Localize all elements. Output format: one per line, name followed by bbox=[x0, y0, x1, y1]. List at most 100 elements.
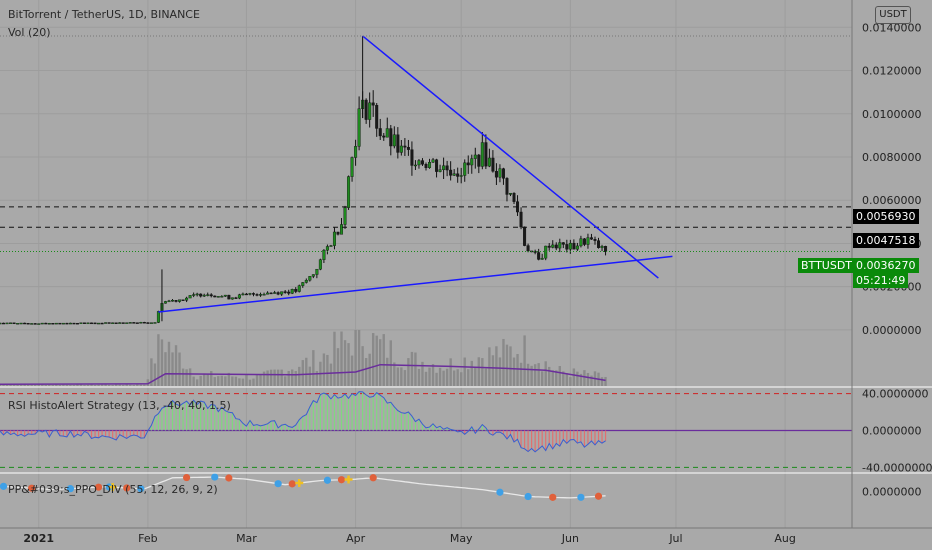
candle-body bbox=[508, 192, 512, 195]
rsi-axis-tick: -40.0000000 bbox=[862, 461, 932, 474]
candle-body bbox=[589, 237, 593, 240]
volume-bar bbox=[417, 368, 421, 386]
candle-body bbox=[554, 244, 558, 249]
candle-body bbox=[445, 165, 449, 171]
candle-body bbox=[51, 323, 55, 325]
candle-body bbox=[139, 322, 143, 324]
candle-body bbox=[336, 231, 340, 235]
volume-bar bbox=[371, 333, 375, 386]
candle-body bbox=[132, 322, 136, 324]
volume-bar bbox=[259, 374, 262, 386]
candle-body bbox=[251, 293, 255, 295]
volume-bar bbox=[414, 352, 417, 386]
candle-body bbox=[230, 297, 234, 300]
rsi-line bbox=[0, 391, 606, 453]
volume-bar bbox=[231, 376, 234, 386]
candle-body bbox=[551, 244, 555, 248]
time-axis-label: 2021 bbox=[23, 532, 54, 545]
candle-body bbox=[5, 322, 9, 325]
candle-body bbox=[396, 134, 400, 153]
candle-body bbox=[442, 165, 446, 170]
candle-body bbox=[153, 322, 157, 324]
candle-body bbox=[375, 105, 379, 129]
price-candles bbox=[0, 35, 608, 325]
candle-body bbox=[100, 322, 104, 325]
volume-bar bbox=[565, 373, 569, 386]
candle-body bbox=[491, 157, 495, 172]
volume-bar bbox=[217, 376, 220, 386]
volume-bar bbox=[449, 358, 452, 386]
candle-body bbox=[269, 292, 273, 295]
volume-bar bbox=[333, 331, 336, 386]
volume-bar bbox=[526, 363, 530, 386]
volume-bar bbox=[178, 352, 181, 386]
candle-body bbox=[290, 289, 294, 294]
volume-bar bbox=[590, 375, 593, 386]
volume-bar bbox=[343, 340, 347, 386]
volume-bar bbox=[58, 385, 62, 386]
volume-bar bbox=[379, 339, 382, 386]
volume-bar bbox=[83, 385, 86, 386]
volume-bar bbox=[167, 341, 171, 386]
candle-body bbox=[568, 242, 572, 250]
ppo-label: PP&#039;s_PPO_DIV (55, 12, 26, 9, 2) bbox=[8, 483, 218, 496]
candle-body bbox=[111, 322, 115, 324]
volume-bar bbox=[474, 367, 477, 386]
candle-body bbox=[40, 322, 44, 325]
candle-body bbox=[195, 293, 199, 296]
candle-body bbox=[456, 173, 460, 177]
volume-bar bbox=[276, 369, 280, 386]
volume-bar bbox=[431, 364, 435, 386]
volume-bar bbox=[241, 378, 245, 386]
candle-body bbox=[593, 239, 597, 241]
candle-body bbox=[406, 146, 410, 150]
volume-bar bbox=[220, 375, 224, 386]
ppo-divergence-marker bbox=[288, 480, 296, 488]
ppo-divergence-marker bbox=[524, 492, 532, 501]
volume-bar bbox=[122, 384, 125, 386]
volume-bar bbox=[407, 358, 410, 386]
volume-bar bbox=[107, 384, 111, 386]
rsi-axis-tick: 40.0000000 bbox=[862, 388, 928, 401]
volume-bar bbox=[505, 344, 509, 386]
ppo-divergence-marker bbox=[28, 484, 36, 492]
currency-button[interactable]: USDT bbox=[875, 6, 911, 24]
volume-bar bbox=[248, 379, 252, 386]
candle-body bbox=[537, 252, 541, 260]
candle-body bbox=[354, 146, 358, 158]
volume-bar bbox=[572, 368, 576, 386]
candle-body bbox=[597, 240, 601, 248]
volume-bar bbox=[523, 335, 526, 386]
volume-bar bbox=[375, 335, 378, 386]
volume-bar bbox=[65, 384, 69, 386]
volume-bar bbox=[5, 385, 9, 386]
last-price-tag: 0.0036270 bbox=[853, 258, 919, 273]
volume-bar bbox=[0, 385, 2, 386]
candle-body bbox=[209, 294, 213, 297]
candle-body bbox=[2, 322, 6, 325]
volume-bar bbox=[37, 384, 40, 386]
volume-bar bbox=[544, 361, 547, 386]
candle-body bbox=[582, 238, 586, 245]
candle-body bbox=[135, 322, 139, 324]
volume-bar bbox=[294, 371, 297, 386]
volume-bar bbox=[445, 368, 449, 386]
volume-bar bbox=[255, 374, 259, 386]
candle-body bbox=[347, 176, 351, 208]
rsi-pane bbox=[0, 391, 852, 468]
volume-bar bbox=[79, 384, 83, 386]
ppo-divergence-marker bbox=[594, 492, 603, 500]
countdown-tag: 05:21:49 bbox=[853, 273, 909, 288]
candle-body bbox=[540, 257, 544, 260]
volume-bar bbox=[368, 353, 371, 386]
candle-body bbox=[9, 322, 13, 325]
time-axis-label: Feb bbox=[138, 532, 157, 545]
candle-body bbox=[399, 145, 403, 153]
volume-bar bbox=[382, 334, 385, 386]
volume-bar bbox=[491, 355, 495, 386]
candle-body bbox=[558, 242, 562, 249]
volume-bar bbox=[136, 384, 139, 386]
candle-body bbox=[163, 301, 167, 304]
candle-body bbox=[266, 292, 270, 295]
